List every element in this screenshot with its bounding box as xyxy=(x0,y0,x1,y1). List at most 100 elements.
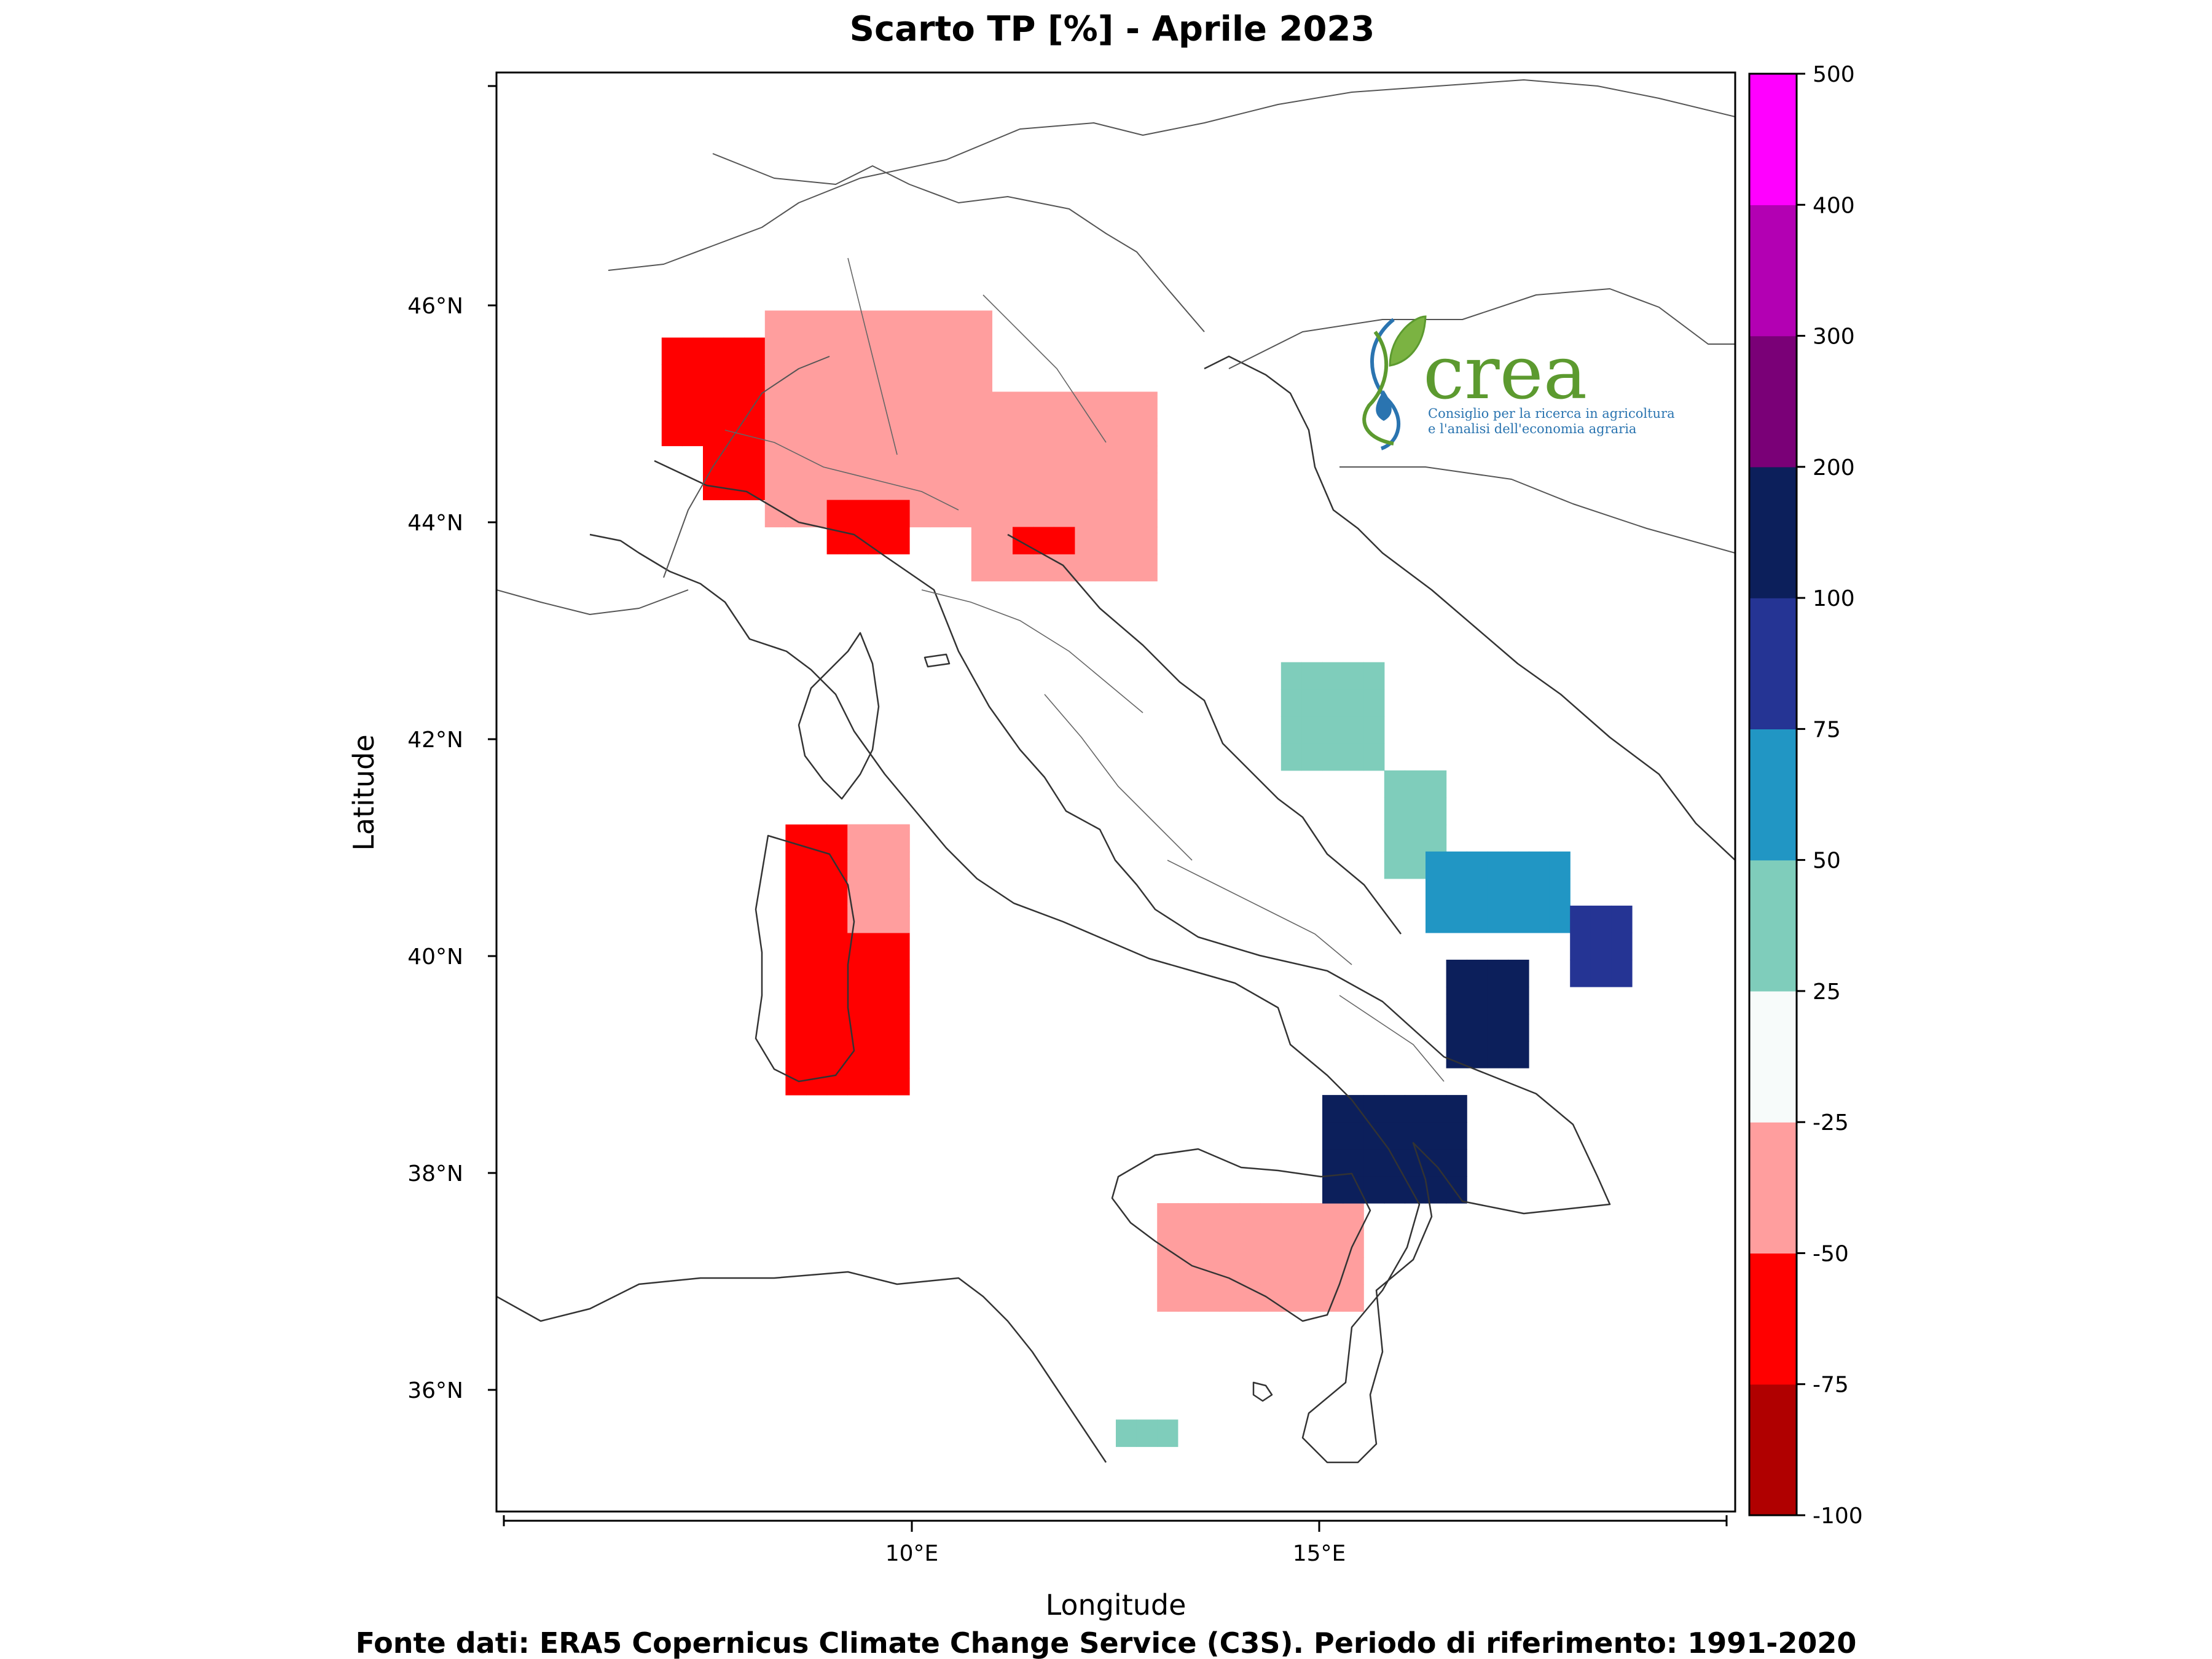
anomaly-cell xyxy=(1363,743,1385,771)
anomaly-cell xyxy=(1219,1203,1241,1231)
anomaly-cell xyxy=(764,418,786,447)
anomaly-cell xyxy=(785,364,807,392)
anomaly-cell xyxy=(868,445,889,474)
anomaly-cell xyxy=(1384,824,1405,852)
anomaly-cell xyxy=(682,337,704,365)
x-axis: 10°E 15°E Longitude xyxy=(503,1515,1728,1622)
anomaly-cell xyxy=(682,364,704,392)
border-alps-north xyxy=(608,79,1735,271)
anomaly-cell xyxy=(847,500,869,528)
anomaly-cell xyxy=(1426,824,1447,852)
anomaly-cell xyxy=(888,932,910,960)
coastline-sardinia xyxy=(755,834,855,1083)
anomaly-cell xyxy=(806,987,828,1014)
anomaly-cell xyxy=(1260,1257,1282,1285)
anomaly-cell xyxy=(847,824,869,852)
anomaly-cell xyxy=(868,418,889,447)
anomaly-cell xyxy=(909,337,931,365)
anomaly-cell xyxy=(1301,716,1323,744)
anomaly-cell xyxy=(868,364,889,392)
anomaly-cell xyxy=(888,500,910,528)
logo-tagline-2: e l'analisi dell'economia agraria xyxy=(1428,422,1636,436)
anomaly-cell xyxy=(930,337,951,365)
anomaly-cell xyxy=(682,418,704,447)
border-region-3 xyxy=(921,589,1143,713)
anomaly-cell xyxy=(1343,1122,1364,1150)
colorbar-tick-label: 500 xyxy=(1813,62,1855,87)
anomaly-cell xyxy=(1095,391,1116,420)
anomaly-cell xyxy=(1074,500,1096,528)
anomaly-cell xyxy=(826,905,848,933)
anomaly-cell xyxy=(909,418,931,447)
anomaly-cell xyxy=(951,418,972,447)
anomaly-cell xyxy=(1013,500,1034,528)
colorbar-tick-label: 75 xyxy=(1813,717,1841,742)
colorbar-tick-label: 25 xyxy=(1813,979,1841,1005)
anomaly-cell xyxy=(1446,1122,1467,1150)
anomaly-cell xyxy=(930,364,951,392)
anomaly-cell xyxy=(1198,1284,1220,1312)
anomaly-cell xyxy=(971,337,992,365)
anomaly-cell xyxy=(1219,1284,1241,1312)
anomaly-cell xyxy=(971,418,992,447)
anomaly-cell xyxy=(806,1014,828,1041)
anomaly-cell xyxy=(1343,1203,1364,1231)
anomaly-cell xyxy=(868,1041,889,1069)
anomaly-cell xyxy=(888,878,910,906)
anomaly-cell xyxy=(1446,1014,1467,1041)
coastline-elba xyxy=(924,653,951,668)
anomaly-cell xyxy=(1549,878,1571,906)
anomaly-cell xyxy=(888,824,910,852)
anomaly-cell xyxy=(992,473,1013,501)
anomaly-cell xyxy=(764,445,786,474)
anomaly-cell xyxy=(1426,1122,1447,1150)
anomaly-cell xyxy=(888,337,910,365)
anomaly-cell xyxy=(847,418,869,447)
colorbar-bin xyxy=(1749,205,1797,337)
anomaly-cell xyxy=(1467,905,1488,933)
anomaly-cell xyxy=(744,445,766,474)
anomaly-cell xyxy=(888,391,910,420)
anomaly-cell xyxy=(1446,1149,1467,1177)
anomaly-cell xyxy=(1054,527,1075,555)
anomaly-cell xyxy=(826,959,848,987)
anomaly-cell xyxy=(1508,878,1529,906)
anomaly-cell xyxy=(723,391,745,420)
anomaly-cell xyxy=(992,418,1013,447)
anomaly-cell xyxy=(785,310,807,338)
logo-drop-icon xyxy=(1376,390,1392,421)
anomaly-cell xyxy=(1363,1176,1385,1204)
anomaly-cell xyxy=(868,959,889,987)
anomaly-cell xyxy=(1013,554,1034,582)
anomaly-cell xyxy=(1405,770,1426,798)
anomaly-cell xyxy=(930,445,951,474)
anomaly-cell xyxy=(1363,1149,1385,1177)
border-region-7 xyxy=(982,294,1107,443)
anomaly-cell xyxy=(1281,1257,1302,1285)
anomaly-cell xyxy=(868,905,889,933)
anomaly-cell xyxy=(1260,1284,1282,1312)
colorbar-tick-label: -75 xyxy=(1813,1373,1849,1398)
anomaly-cell xyxy=(1301,1230,1323,1258)
anomaly-cell xyxy=(909,310,931,338)
anomaly-cell xyxy=(847,391,869,420)
anomaly-cell xyxy=(1446,851,1467,879)
anomaly-cell xyxy=(1013,527,1034,555)
anomaly-cell xyxy=(888,1014,910,1041)
anomaly-cell xyxy=(888,445,910,474)
anomaly-cell xyxy=(951,473,972,501)
anomaly-cell xyxy=(1136,391,1158,420)
anomaly-cell xyxy=(888,1041,910,1069)
anomaly-cell xyxy=(930,418,951,447)
anomaly-cell xyxy=(806,1068,828,1096)
colorbar-tick-label: 100 xyxy=(1813,586,1855,611)
anomaly-cell xyxy=(1033,473,1054,501)
anomaly-cell xyxy=(826,473,848,501)
colorbar-tick-label: 50 xyxy=(1813,849,1841,874)
anomaly-cell xyxy=(806,1041,828,1069)
x-tick-label: 15°E xyxy=(1293,1541,1346,1566)
anomaly-cell xyxy=(951,500,972,528)
anomaly-cell xyxy=(785,418,807,447)
anomaly-cell xyxy=(1343,1095,1364,1123)
anomaly-cell xyxy=(1177,1230,1199,1258)
